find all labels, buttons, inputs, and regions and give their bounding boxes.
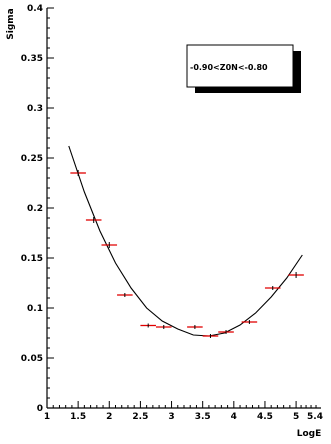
legend-box [186,44,294,88]
y-tick-labels: 0 0.05 0.1 0.15 0.2 0.25 0.3 0.35 0.4 [21,4,43,414]
y-ticks [47,7,54,409]
y-tick-label: 0.1 [27,304,43,314]
y-tick-label: 0.35 [21,54,43,64]
y-tick-label: 0.15 [21,254,43,264]
x-tick-label: 4.5 [257,412,273,422]
x-ticks [46,401,317,408]
y-tick-label: 0.05 [21,354,43,364]
legend-text: -0.90<Z0N<-0.80 [190,63,268,72]
x-tick-label: 5.4 [307,412,323,422]
x-tick-label: 2.5 [132,412,148,422]
y-tick-label: 0 [37,404,43,414]
y-axis-title: Sigma [6,8,16,39]
legend: -0.90<Z0N<-0.80 [186,44,301,93]
y-tick-label: 0.4 [27,4,43,14]
y-tick-label: 0.25 [21,154,43,164]
x-tick-label: 2 [106,412,112,422]
x-tick-label: 5 [293,412,299,422]
x-tick-label: 1 [44,412,50,422]
x-tick-label: 3.5 [195,412,211,422]
x-tick-label: 3 [168,412,174,422]
fit-curve [68,145,303,337]
x-axis-title: LogE [297,429,322,439]
x-tick-label: 4 [231,412,237,422]
data-points [70,170,304,338]
y-tick-label: 0.2 [27,204,43,214]
y-tick-label: 0.3 [27,104,43,114]
x-tick-label: 1.5 [70,412,86,422]
x-tick-labels: 1 1.5 2 2.5 3 3.5 4 4.5 5 5.4 [44,412,323,422]
